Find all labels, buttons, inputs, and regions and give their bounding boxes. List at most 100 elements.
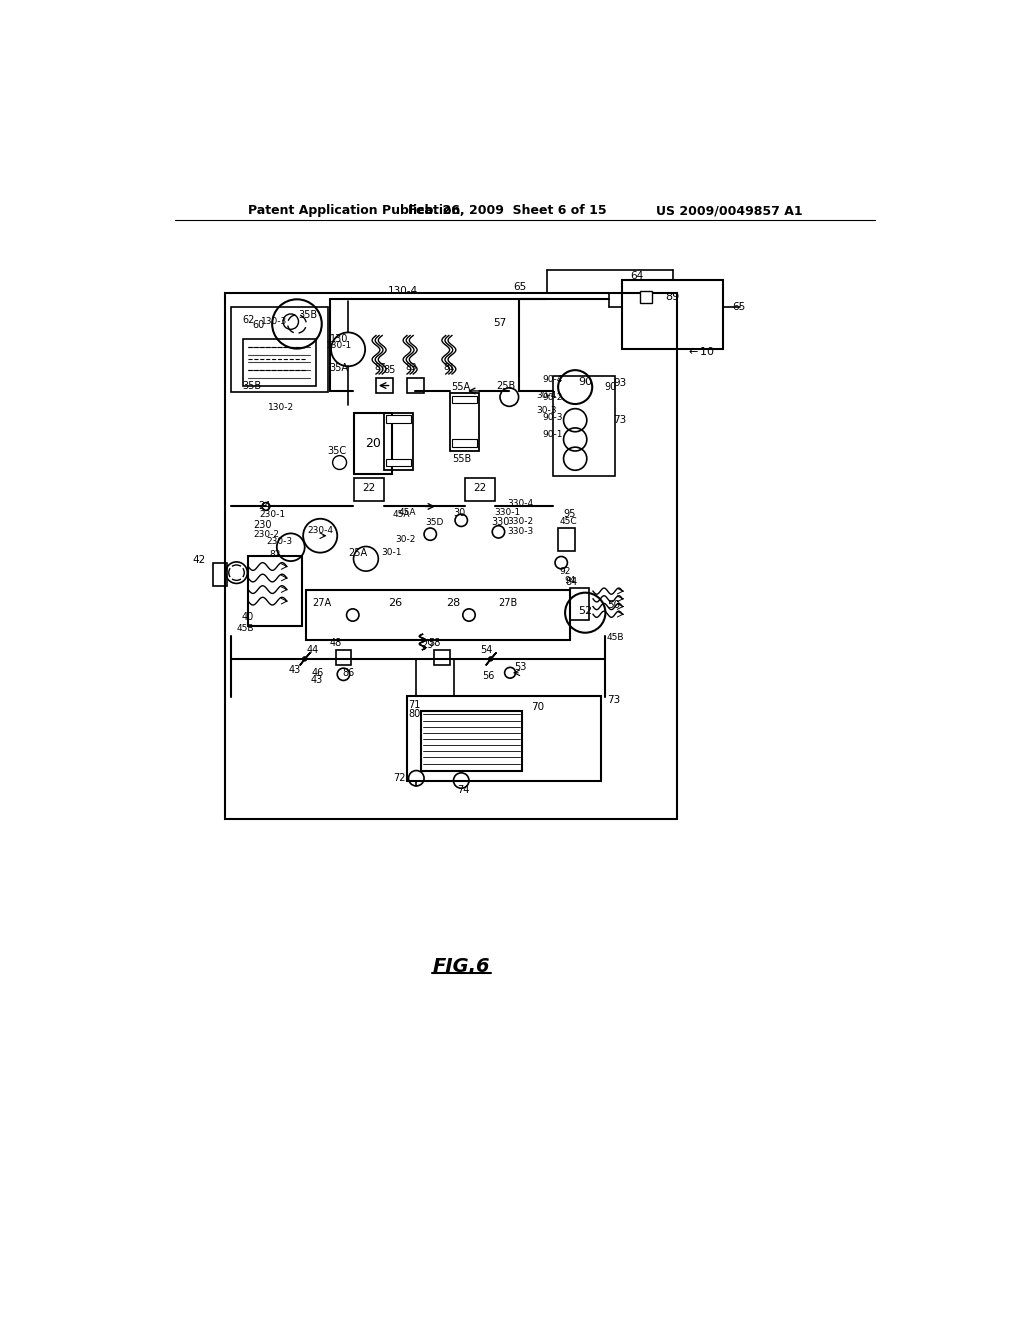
- Text: 130-2: 130-2: [267, 403, 294, 412]
- Bar: [354, 412, 391, 474]
- Bar: [434, 649, 450, 665]
- Text: 22: 22: [473, 483, 486, 492]
- Text: 30-4: 30-4: [537, 391, 557, 400]
- Text: 30-2: 30-2: [395, 535, 416, 544]
- Bar: [569, 589, 589, 620]
- Text: 80: 80: [409, 709, 421, 719]
- Bar: [376, 378, 393, 393]
- Text: 54: 54: [480, 644, 493, 655]
- Text: 230-3: 230-3: [266, 537, 292, 545]
- Text: US 2009/0049857 A1: US 2009/0049857 A1: [655, 205, 802, 218]
- Text: 25B: 25B: [496, 380, 515, 391]
- Text: 62: 62: [242, 315, 254, 325]
- Text: 230-2: 230-2: [254, 529, 280, 539]
- Text: 65: 65: [732, 302, 745, 312]
- Text: 45A: 45A: [393, 510, 411, 519]
- Bar: [213, 562, 227, 586]
- Text: 65: 65: [513, 282, 526, 292]
- Text: 90-1: 90-1: [543, 429, 563, 438]
- Text: 93: 93: [613, 379, 627, 388]
- Text: 42: 42: [193, 556, 206, 565]
- Bar: [553, 376, 614, 475]
- Text: 29: 29: [421, 640, 433, 649]
- Text: 22: 22: [362, 483, 376, 492]
- Bar: [465, 478, 495, 502]
- Text: 27B: 27B: [498, 598, 517, 609]
- Text: 230-4: 230-4: [307, 525, 333, 535]
- Text: FIG.6: FIG.6: [432, 957, 490, 977]
- Text: 26: 26: [388, 598, 402, 609]
- Text: 30-3: 30-3: [537, 407, 557, 416]
- Circle shape: [488, 656, 493, 661]
- Text: 56: 56: [482, 671, 495, 681]
- Text: 330-2: 330-2: [508, 517, 534, 527]
- Text: 46: 46: [311, 668, 324, 677]
- Text: 330: 330: [490, 517, 509, 527]
- Text: 45B: 45B: [237, 623, 255, 632]
- Text: 35C: 35C: [328, 446, 347, 455]
- Bar: [450, 393, 479, 451]
- Text: 27A: 27A: [312, 598, 332, 609]
- Bar: [640, 290, 652, 304]
- Text: 25A: 25A: [348, 548, 368, 557]
- Text: 48: 48: [330, 639, 342, 648]
- Text: 60: 60: [252, 321, 264, 330]
- Text: 230-1: 230-1: [260, 511, 286, 519]
- Text: 30-1: 30-1: [381, 548, 401, 557]
- Bar: [225, 293, 677, 818]
- Text: 45A: 45A: [398, 508, 416, 517]
- Text: 90-2: 90-2: [543, 392, 563, 401]
- Text: 74: 74: [458, 785, 470, 795]
- Text: 86: 86: [343, 668, 355, 677]
- Text: 72: 72: [393, 774, 406, 783]
- Text: 90: 90: [604, 381, 616, 392]
- Bar: [386, 459, 411, 466]
- Text: 35B: 35B: [298, 310, 317, 321]
- Bar: [354, 478, 384, 502]
- Text: 55A: 55A: [452, 381, 471, 392]
- Text: 130: 130: [330, 334, 348, 343]
- Text: 43: 43: [311, 676, 324, 685]
- Bar: [407, 696, 601, 780]
- Bar: [386, 414, 411, 422]
- Bar: [248, 557, 302, 626]
- Text: 52: 52: [579, 606, 592, 616]
- Text: 85: 85: [384, 366, 396, 375]
- Text: 73: 73: [607, 694, 621, 705]
- Text: 50: 50: [607, 601, 621, 610]
- Text: 82: 82: [269, 549, 281, 558]
- Bar: [623, 280, 723, 350]
- Text: 130-4: 130-4: [388, 286, 418, 296]
- Text: Feb. 26, 2009  Sheet 6 of 15: Feb. 26, 2009 Sheet 6 of 15: [409, 205, 607, 218]
- Text: 92: 92: [560, 568, 571, 577]
- Text: 28: 28: [446, 598, 461, 609]
- Text: Patent Application Publication: Patent Application Publication: [248, 205, 461, 218]
- Text: 81: 81: [443, 363, 456, 372]
- Text: 94: 94: [564, 576, 575, 585]
- Text: 57: 57: [494, 318, 507, 329]
- Bar: [452, 396, 477, 404]
- Text: 90-4: 90-4: [543, 375, 563, 384]
- Text: 35D: 35D: [425, 519, 443, 527]
- Text: $\leftarrow$10: $\leftarrow$10: [686, 345, 715, 356]
- Text: 330-1: 330-1: [495, 508, 521, 517]
- Bar: [407, 378, 424, 393]
- Text: 330-4: 330-4: [508, 499, 534, 508]
- Text: 89: 89: [666, 292, 680, 302]
- Text: 87: 87: [374, 363, 386, 372]
- Text: 43: 43: [289, 665, 301, 676]
- Bar: [336, 649, 351, 665]
- Text: 90-3: 90-3: [543, 413, 563, 422]
- Text: 53: 53: [514, 661, 526, 672]
- Text: 73: 73: [613, 416, 627, 425]
- Text: 24: 24: [258, 502, 270, 511]
- Bar: [306, 590, 569, 640]
- Text: 20: 20: [365, 437, 381, 450]
- Bar: [558, 528, 575, 552]
- Text: 330-3: 330-3: [508, 527, 534, 536]
- Text: 130-3: 130-3: [261, 317, 288, 326]
- Text: 130-1: 130-1: [326, 341, 352, 350]
- Text: 71: 71: [409, 700, 421, 710]
- Text: 35A: 35A: [330, 363, 348, 372]
- Circle shape: [302, 656, 307, 661]
